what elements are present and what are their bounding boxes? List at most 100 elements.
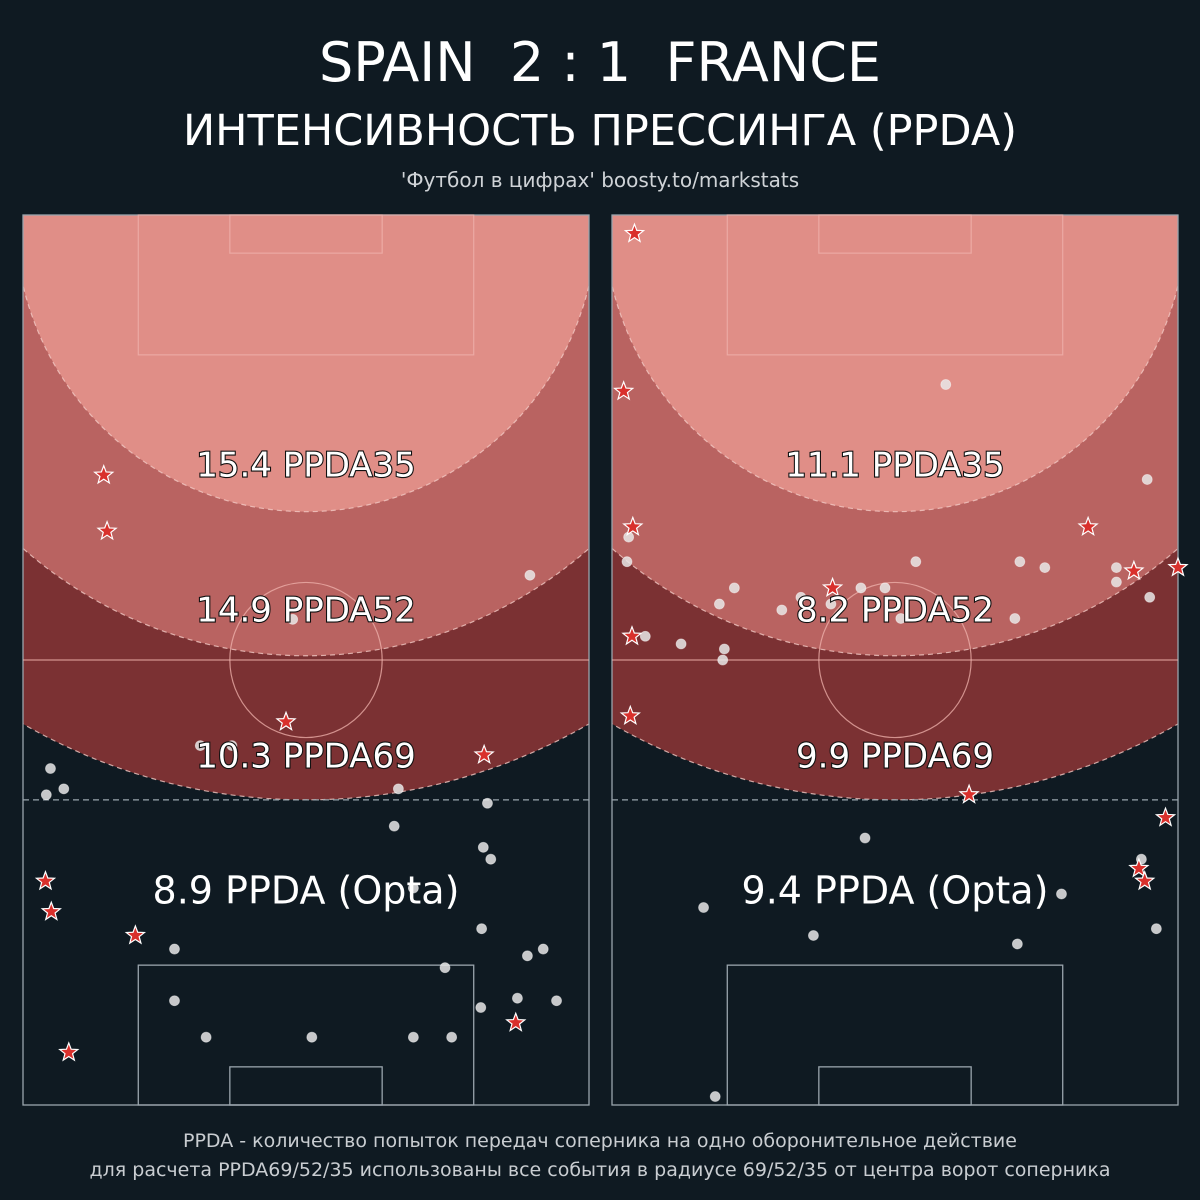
event-dot	[1150, 923, 1162, 935]
event-star	[621, 625, 643, 646]
event-dot	[910, 556, 922, 568]
event-dot	[1039, 562, 1051, 574]
event-star	[124, 924, 147, 945]
event-dot	[477, 841, 489, 853]
event-dot	[776, 604, 788, 616]
goal-box-bottom	[229, 1066, 383, 1106]
pitch-france: 11.1 PPDA35 8.2 PPDA52 9.9 PPDA69 9.4 PPDA …	[611, 214, 1189, 1106]
event-dot	[194, 740, 206, 752]
footnote: PPDA - количество попыток передач соперн…	[0, 1127, 1200, 1185]
zone-35	[612, 215, 1178, 513]
event-dot	[940, 379, 952, 390]
event-dot	[439, 962, 451, 974]
event-dot	[1141, 474, 1153, 485]
event-dot	[485, 853, 497, 865]
event-dot	[717, 654, 729, 666]
label-ppda-opta: 8.9 PPDA (Opta)	[153, 869, 460, 913]
event-star	[623, 222, 646, 243]
event-dot	[728, 582, 740, 594]
event-dot	[859, 832, 871, 844]
event-dot	[855, 582, 867, 594]
event-dot	[808, 930, 819, 941]
event-dot	[226, 740, 238, 752]
event-dot	[512, 992, 523, 1004]
event-dot	[698, 902, 709, 913]
event-star	[473, 743, 495, 765]
event-dot	[169, 995, 180, 1007]
label-ppda52: 14.9 PPDA52	[196, 591, 416, 631]
event-dot	[287, 613, 299, 625]
chart-subtitle: ИНТЕНСИВНОСТЬ ПРЕССИНГА (PPDA)	[182, 106, 1018, 156]
event-dot	[718, 643, 730, 655]
event-dot	[45, 763, 56, 774]
event-dot	[40, 789, 52, 801]
event-dot	[1009, 613, 1021, 624]
event-dot	[551, 995, 562, 1007]
event-dot	[482, 797, 493, 809]
event-dot	[895, 613, 907, 624]
label-ppda35: 15.4 PPDA35	[196, 446, 416, 486]
event-star	[96, 519, 118, 541]
goal-box-top	[229, 214, 383, 254]
event-dot	[537, 943, 549, 955]
label-ppda52: 8.2 PPDA52	[796, 591, 994, 631]
event-dot	[621, 556, 633, 568]
event-star	[1123, 559, 1145, 581]
ppda-zones	[23, 215, 589, 801]
label-ppda35: 11.1 PPDA35	[785, 446, 1005, 486]
label-ppda-opta: 9.4 PPDA (Opta)	[742, 869, 1049, 913]
source-credit: 'Футбол в цифрах' boosty.to/markstats	[400, 168, 800, 192]
event-dot	[1111, 562, 1122, 574]
event-dot	[392, 783, 404, 795]
zone-35	[23, 215, 589, 513]
footnote-line-1: PPDA - количество попыток передач соперн…	[183, 1130, 1017, 1152]
event-dot	[475, 1002, 487, 1013]
event-dot	[407, 1031, 419, 1043]
event-dot	[58, 783, 70, 795]
event-star	[622, 515, 644, 536]
goal-box-bottom	[818, 1066, 972, 1106]
label-ppda69: 10.3 PPDA69	[196, 737, 416, 777]
event-star	[1128, 857, 1150, 878]
event-dot	[879, 582, 891, 594]
event-dot	[1014, 556, 1026, 568]
event-dot	[825, 598, 837, 610]
event-dot	[522, 950, 533, 962]
event-star	[958, 783, 980, 804]
centre-circle	[818, 581, 972, 739]
event-star	[58, 1041, 80, 1062]
event-dot	[1056, 888, 1067, 900]
event-star	[40, 900, 62, 921]
match-title: SPAIN 2 : 1 FRANCE	[318, 31, 882, 94]
footnote-line-2: для расчета PPDA69/52/35 использованы вс…	[89, 1159, 1111, 1181]
event-dot	[200, 1031, 212, 1043]
event-star	[93, 464, 115, 485]
event-star	[821, 576, 844, 598]
event-dot	[795, 591, 807, 603]
event-dot	[1144, 591, 1156, 603]
event-star	[275, 710, 297, 731]
event-star	[612, 380, 635, 401]
event-dot	[407, 882, 419, 894]
event-dot	[713, 598, 725, 610]
centre-circle	[229, 581, 383, 739]
event-dot	[446, 1031, 458, 1043]
event-dot	[675, 638, 687, 650]
event-dot	[476, 923, 488, 935]
event-dot	[1111, 576, 1122, 588]
event-dot	[1011, 938, 1023, 950]
label-ppda69: 9.9 PPDA69	[796, 737, 994, 777]
event-dot	[169, 943, 180, 955]
ppda-zones	[612, 215, 1178, 801]
event-star	[1077, 515, 1099, 536]
event-dot	[639, 630, 651, 642]
event-dot	[306, 1031, 318, 1043]
pitch-spain: 15.4 PPDA35 14.9 PPDA52 10.3 PPDA69 8.9 PPD…	[22, 214, 590, 1106]
event-dot	[709, 1091, 721, 1102]
event-dot	[524, 569, 536, 581]
event-star	[34, 870, 57, 891]
goal-box-top	[818, 214, 972, 254]
event-star	[505, 1011, 527, 1032]
event-star	[619, 704, 641, 726]
